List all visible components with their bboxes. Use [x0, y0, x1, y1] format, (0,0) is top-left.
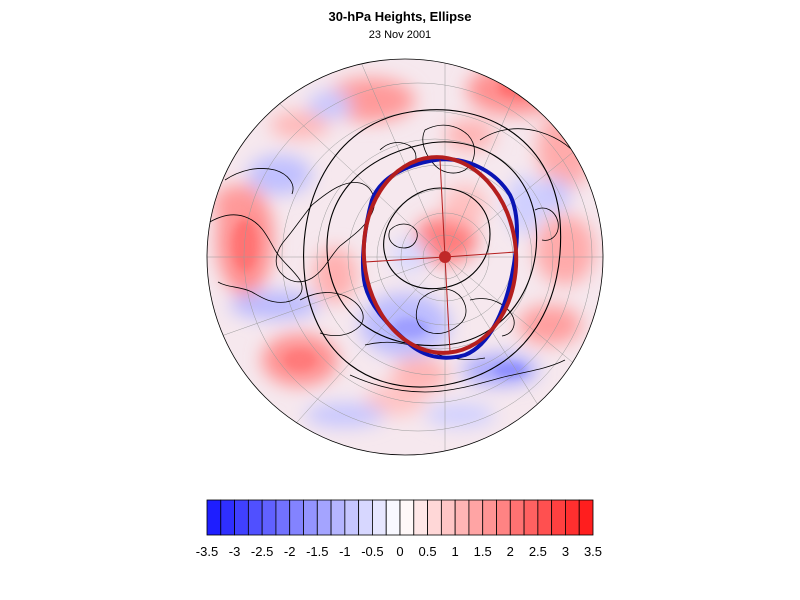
colorbar-tick-label: 0.5	[419, 544, 437, 559]
colorbar-box	[413, 499, 428, 536]
colorbar-box	[234, 499, 249, 536]
colorbar-box	[509, 499, 525, 536]
colorbar-tick-label: -1.5	[306, 544, 328, 559]
colorbar-box	[454, 499, 470, 536]
coastlines	[207, 124, 586, 393]
colorbar-box	[440, 499, 456, 536]
colorbar-tick-label: 1	[452, 544, 459, 559]
colorbar-tick-label: -0.5	[361, 544, 383, 559]
colorbar-box	[399, 499, 415, 536]
colorbar-boxes	[206, 499, 594, 536]
colorbar-box	[220, 499, 235, 536]
colorbar-box	[247, 499, 263, 536]
colorbar-box	[537, 499, 553, 536]
colorbar-tick-label: -1	[339, 544, 351, 559]
colorbar-tick-label: 1.5	[474, 544, 492, 559]
colorbar-box	[468, 499, 484, 536]
colorbar-box	[565, 499, 580, 536]
colorbar-box	[289, 499, 304, 536]
colorbar-box	[303, 499, 318, 536]
colorbar-box	[551, 499, 566, 536]
colorbar-box	[372, 499, 387, 536]
colorbar-tick-label: -3.5	[196, 544, 218, 559]
colorbar-box	[358, 499, 373, 536]
colorbar-box	[206, 499, 222, 536]
colorbar-box	[316, 499, 332, 536]
colorbar-box	[385, 499, 401, 536]
colorbar-box	[344, 499, 360, 536]
globe-outline	[206, 58, 604, 456]
colorbar-tick-label: 0	[396, 544, 403, 559]
colorbar-box	[427, 499, 442, 536]
colorbar-box	[578, 499, 594, 536]
colorbar-tick-label: 3.5	[584, 544, 602, 559]
colorbar-tick-label: -2	[284, 544, 296, 559]
colorbar-tick-label: 3	[562, 544, 569, 559]
ellipse-center-marker	[439, 251, 451, 263]
colorbar-tick-label: -3	[229, 544, 241, 559]
colorbar-tick-label: 2.5	[529, 544, 547, 559]
height-contours	[303, 109, 562, 388]
colorbar-box	[261, 499, 277, 536]
colorbar-box	[482, 499, 497, 536]
map-date-subtitle: 23 Nov 2001	[368, 29, 432, 41]
colorbar-box	[523, 499, 539, 536]
colorbar-box	[330, 499, 346, 536]
colorbar-box	[275, 499, 291, 536]
colorbar-tick-labels: -3.5 -3 -2.5 -2 -1.5 -1 -0.5 0 0.5 1 1.5 2 2.5 3 3.5	[196, 544, 602, 559]
map-title: 30-hPa Heights, Ellipse	[328, 9, 472, 24]
colorbar-tick-label: -2.5	[251, 544, 273, 559]
colorbar-tick-label: 2	[507, 544, 514, 559]
fitted-ellipse	[361, 155, 519, 355]
colorbar-box	[496, 499, 511, 536]
